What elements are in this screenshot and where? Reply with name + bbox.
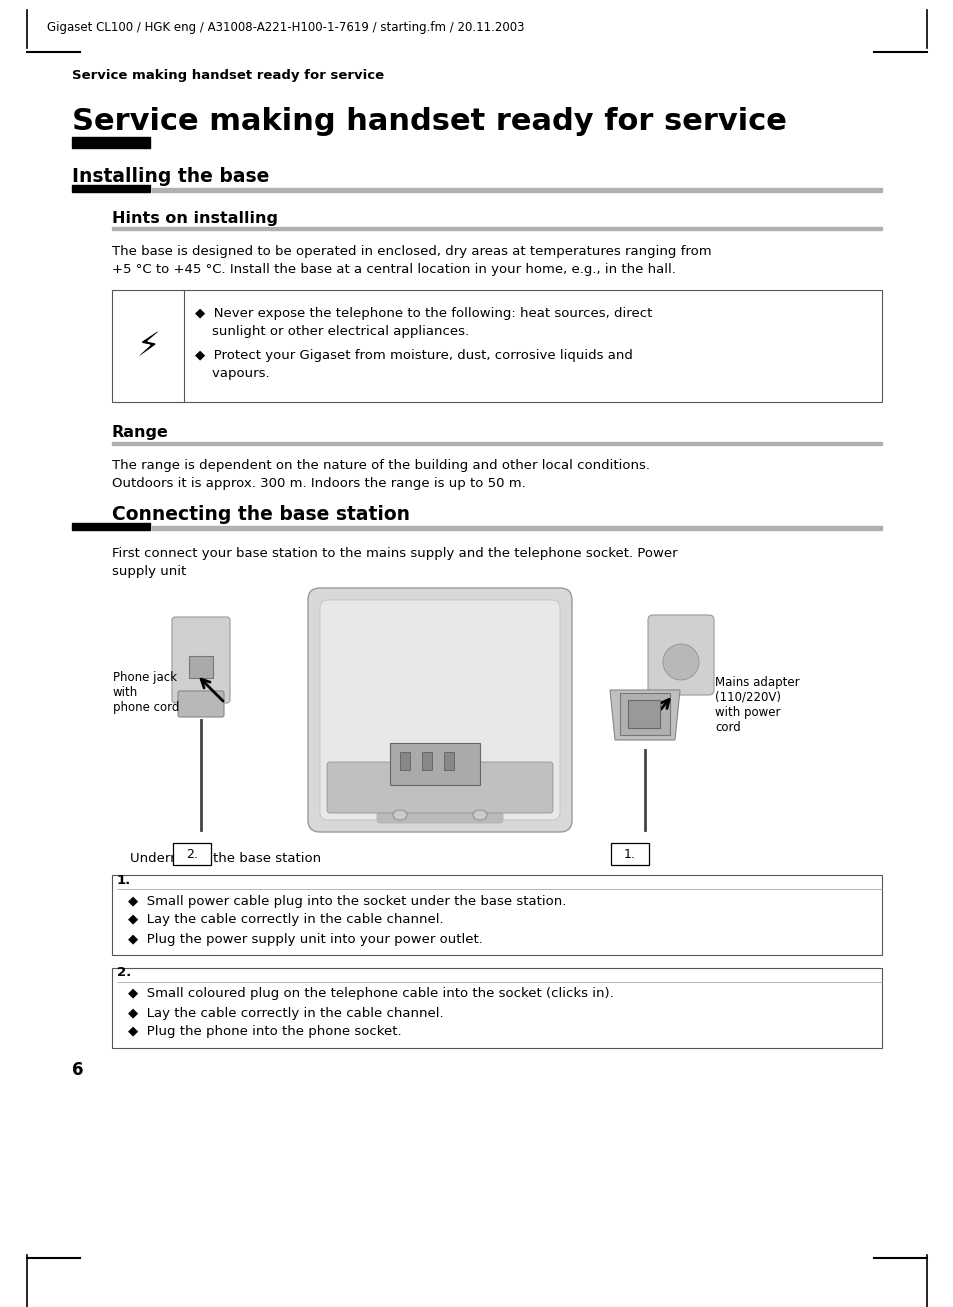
Text: ◆  Small coloured plug on the telephone cable into the socket (clicks in).: ◆ Small coloured plug on the telephone c… xyxy=(128,988,613,1000)
Text: Connecting the base station: Connecting the base station xyxy=(112,505,410,524)
FancyBboxPatch shape xyxy=(376,802,502,823)
Text: ◆  Never expose the telephone to the following: heat sources, direct: ◆ Never expose the telephone to the foll… xyxy=(194,307,652,320)
Text: ◆  Plug the power supply unit into your power outlet.: ◆ Plug the power supply unit into your p… xyxy=(128,932,482,945)
Bar xyxy=(390,742,479,786)
Ellipse shape xyxy=(393,810,407,819)
Bar xyxy=(189,656,213,678)
Text: 1.: 1. xyxy=(623,847,636,860)
Text: ◆  Lay the cable correctly in the cable channel.: ◆ Lay the cable correctly in the cable c… xyxy=(128,914,443,927)
Bar xyxy=(112,227,882,230)
Bar xyxy=(399,752,410,770)
Text: Service making handset ready for service: Service making handset ready for service xyxy=(71,68,384,81)
Text: sunlight or other electrical appliances.: sunlight or other electrical appliances. xyxy=(194,325,469,339)
Text: The base is designed to be operated in enclosed, dry areas at temperatures rangi: The base is designed to be operated in e… xyxy=(112,246,711,259)
Text: 6: 6 xyxy=(71,1061,84,1080)
Text: Service making handset ready for service: Service making handset ready for service xyxy=(71,107,786,136)
Ellipse shape xyxy=(473,810,486,819)
Text: supply unit: supply unit xyxy=(112,566,186,579)
Bar xyxy=(627,701,659,728)
Text: Gigaset CL100 / HGK eng / A31008-A221-H100-1-7619 / starting.fm / 20.11.2003: Gigaset CL100 / HGK eng / A31008-A221-H1… xyxy=(47,21,524,34)
FancyBboxPatch shape xyxy=(327,762,553,813)
FancyBboxPatch shape xyxy=(647,616,713,695)
FancyBboxPatch shape xyxy=(172,617,230,703)
Text: First connect your base station to the mains supply and the telephone socket. Po: First connect your base station to the m… xyxy=(112,548,677,561)
FancyBboxPatch shape xyxy=(319,600,559,819)
Bar xyxy=(71,523,150,531)
Polygon shape xyxy=(609,690,679,740)
Text: ◆  Lay the cable correctly in the cable channel.: ◆ Lay the cable correctly in the cable c… xyxy=(128,1006,443,1019)
Text: vapours.: vapours. xyxy=(194,367,270,380)
Text: +5 °C to +45 °C. Install the base at a central location in your home, e.g., in t: +5 °C to +45 °C. Install the base at a c… xyxy=(112,264,675,277)
Text: Mains adapter
(110/220V)
with power
cord: Mains adapter (110/220V) with power cord xyxy=(714,676,799,735)
Text: Installing the base: Installing the base xyxy=(71,166,269,186)
Text: Hints on installing: Hints on installing xyxy=(112,210,277,226)
Text: ⚡: ⚡ xyxy=(136,329,159,362)
Bar xyxy=(71,186,150,192)
Bar xyxy=(112,968,882,1048)
Text: ◆  Protect your Gigaset from moisture, dust, corrosive liquids and: ◆ Protect your Gigaset from moisture, du… xyxy=(194,349,632,362)
Text: The range is dependent on the nature of the building and other local conditions.: The range is dependent on the nature of … xyxy=(112,460,649,473)
Text: ◆  Plug the phone into the phone socket.: ◆ Plug the phone into the phone socket. xyxy=(128,1026,401,1039)
Text: 2.: 2. xyxy=(186,847,197,860)
Bar xyxy=(112,290,882,403)
Ellipse shape xyxy=(662,644,699,680)
Bar xyxy=(172,843,211,865)
Text: Outdoors it is approx. 300 m. Indoors the range is up to 50 m.: Outdoors it is approx. 300 m. Indoors th… xyxy=(112,477,525,490)
Bar xyxy=(152,188,882,192)
Text: Range: Range xyxy=(112,425,169,439)
Text: 2.: 2. xyxy=(117,966,132,979)
Bar xyxy=(152,525,882,531)
FancyBboxPatch shape xyxy=(178,691,224,718)
FancyBboxPatch shape xyxy=(308,588,572,833)
Bar xyxy=(619,693,669,735)
Bar xyxy=(112,442,882,444)
Text: ◆  Small power cable plug into the socket under the base station.: ◆ Small power cable plug into the socket… xyxy=(128,894,566,907)
Text: Phone jack
with
phone cord: Phone jack with phone cord xyxy=(112,672,179,715)
Bar xyxy=(610,843,648,865)
Bar xyxy=(71,137,150,148)
Bar xyxy=(112,874,882,955)
Bar xyxy=(443,752,454,770)
Text: Underneath the base station: Underneath the base station xyxy=(130,851,321,864)
Text: 1.: 1. xyxy=(117,873,132,886)
Bar xyxy=(421,752,432,770)
